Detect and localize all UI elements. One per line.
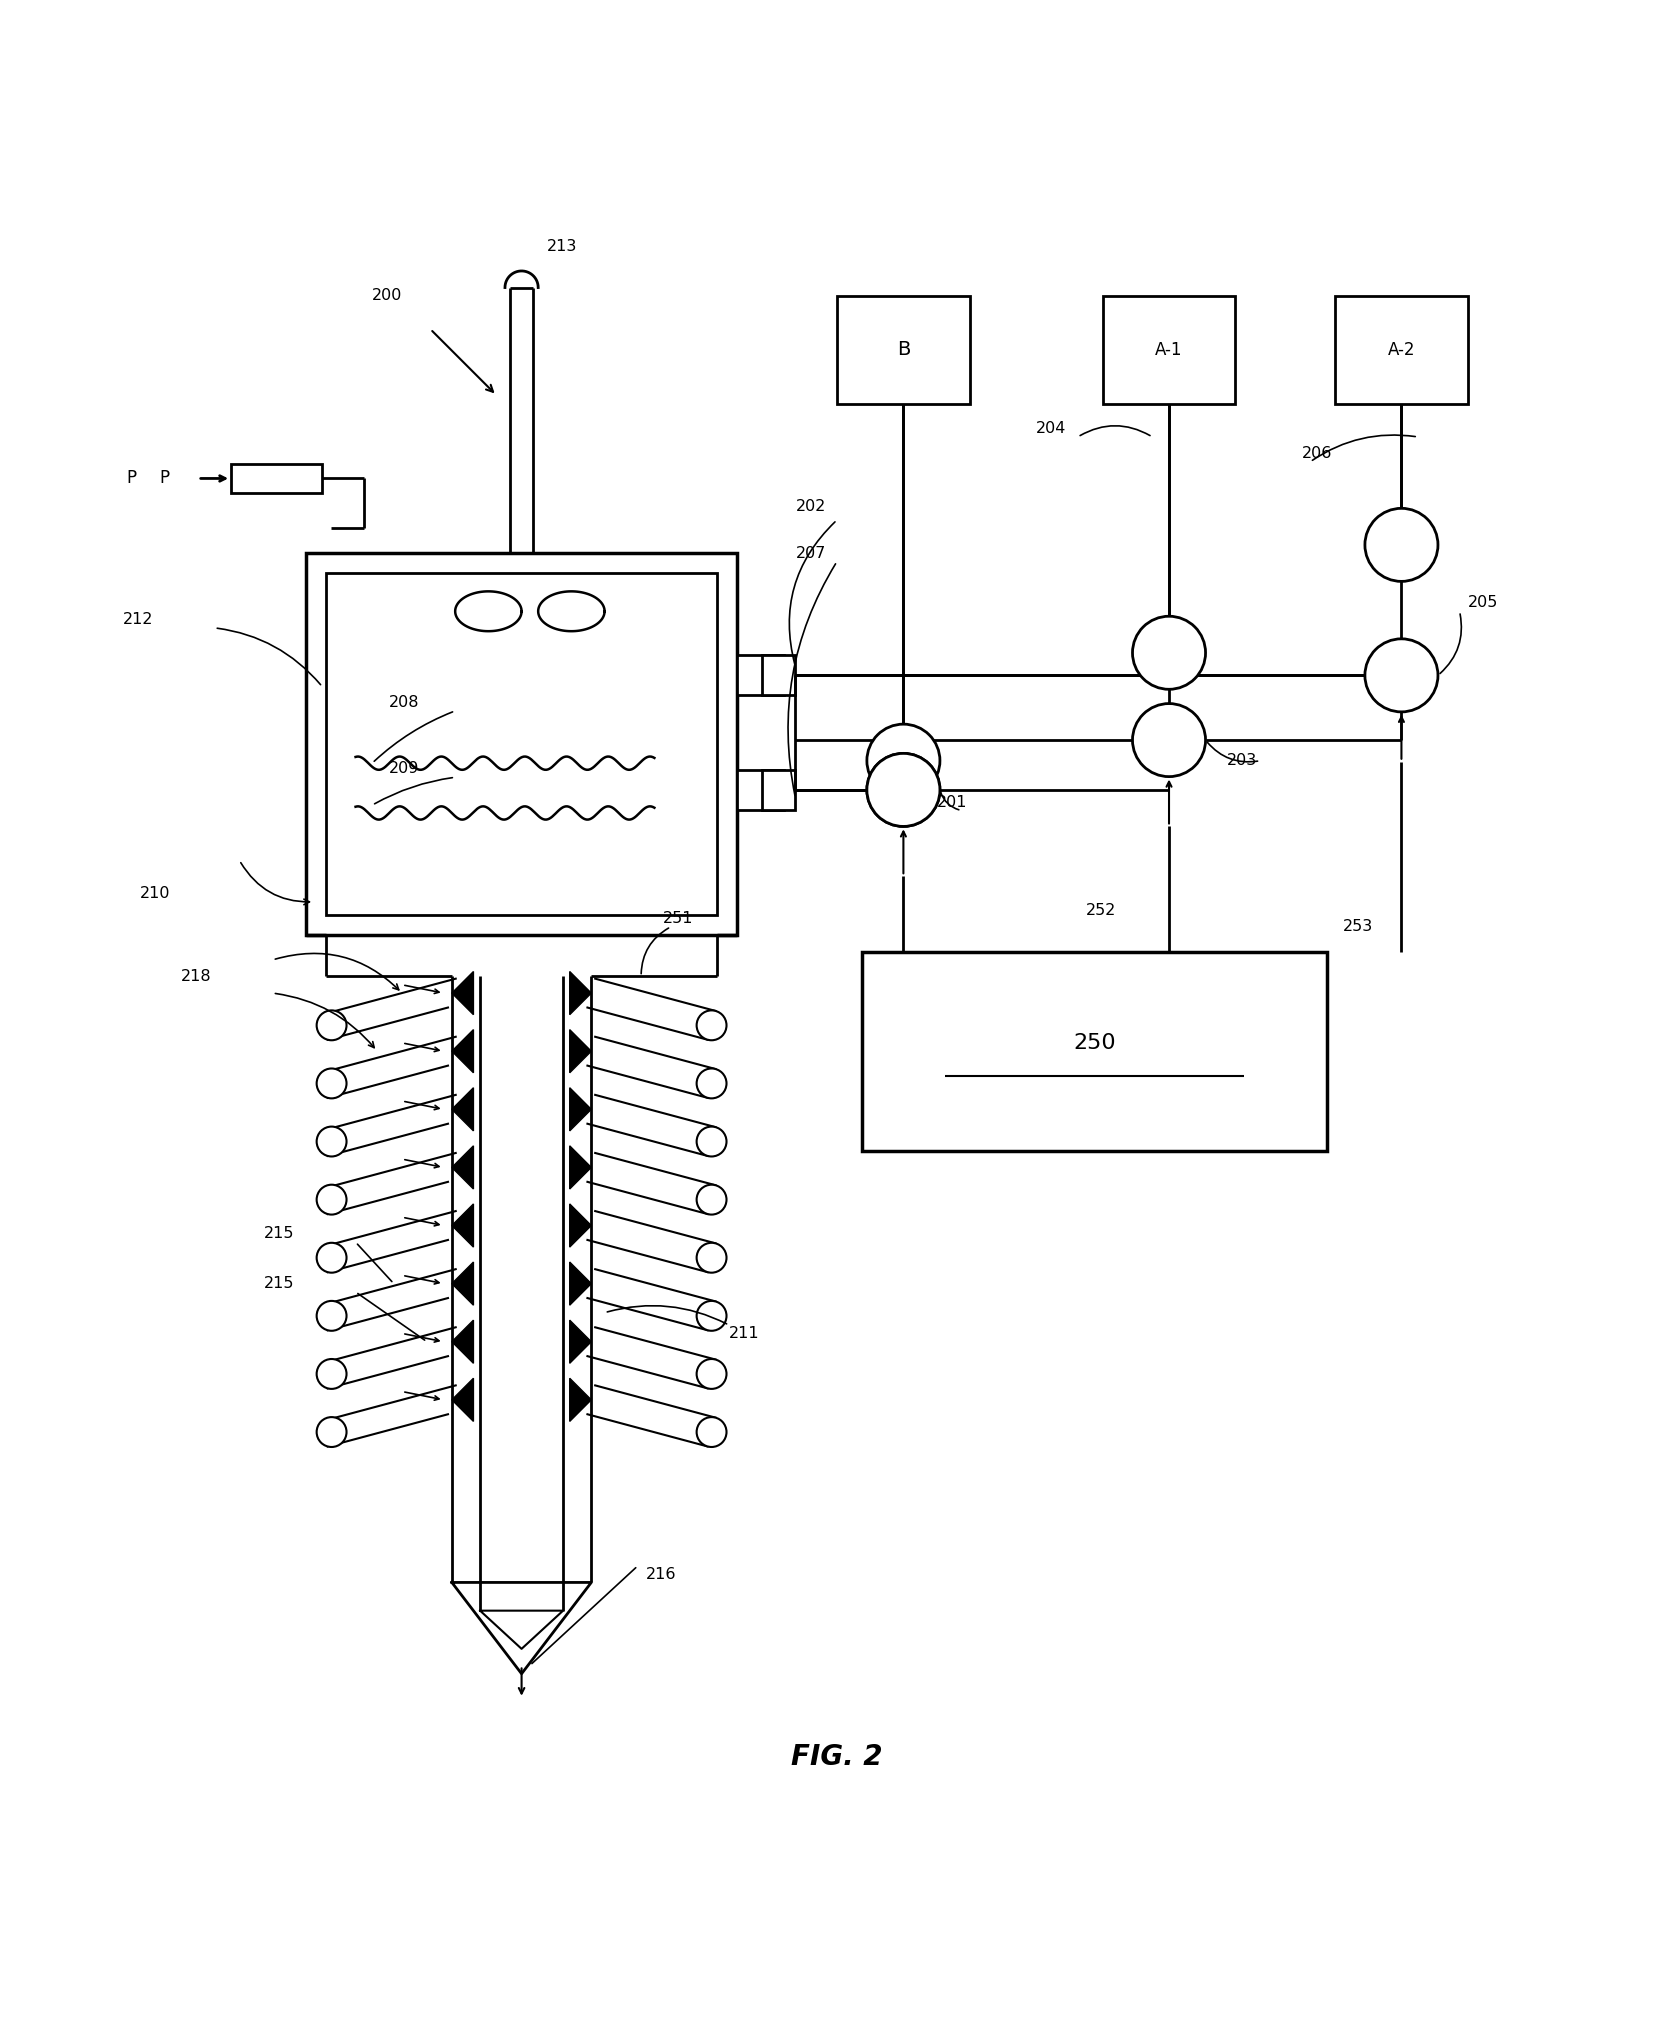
- Circle shape: [696, 1126, 726, 1156]
- Polygon shape: [569, 1146, 591, 1189]
- Text: 212: 212: [124, 613, 154, 627]
- Text: 218: 218: [181, 969, 212, 983]
- Text: 253: 253: [1342, 918, 1374, 935]
- Polygon shape: [452, 1030, 473, 1073]
- Polygon shape: [452, 1262, 473, 1305]
- Text: B: B: [897, 340, 910, 358]
- Circle shape: [696, 1242, 726, 1272]
- Circle shape: [1363, 639, 1437, 713]
- Text: 215: 215: [264, 1277, 294, 1291]
- Bar: [761, 770, 795, 810]
- Text: 204: 204: [1036, 421, 1066, 436]
- Text: A-1: A-1: [1154, 340, 1183, 358]
- Bar: [862, 951, 1327, 1150]
- Bar: [326, 572, 718, 914]
- Polygon shape: [569, 1030, 591, 1073]
- Circle shape: [316, 1301, 346, 1332]
- Bar: [231, 464, 323, 493]
- Circle shape: [316, 1358, 346, 1389]
- Circle shape: [867, 753, 939, 827]
- Text: P: P: [159, 470, 169, 487]
- Circle shape: [867, 725, 939, 798]
- Text: 209: 209: [388, 761, 418, 776]
- Circle shape: [696, 1301, 726, 1332]
- Text: 208: 208: [388, 694, 418, 711]
- Circle shape: [696, 1010, 726, 1040]
- Circle shape: [696, 1417, 726, 1448]
- Text: 203: 203: [1226, 753, 1256, 768]
- Polygon shape: [569, 1319, 591, 1364]
- Circle shape: [316, 1010, 346, 1040]
- Text: 250: 250: [1072, 1032, 1114, 1053]
- Text: 252: 252: [1086, 902, 1116, 918]
- Polygon shape: [569, 1087, 591, 1130]
- Text: 251: 251: [663, 910, 693, 926]
- Polygon shape: [569, 971, 591, 1014]
- Bar: [836, 295, 969, 403]
- Polygon shape: [452, 971, 473, 1014]
- Text: P: P: [127, 470, 137, 487]
- Bar: [736, 656, 783, 694]
- Text: FIG. 2: FIG. 2: [791, 1743, 882, 1771]
- Circle shape: [316, 1126, 346, 1156]
- Text: 211: 211: [729, 1325, 760, 1342]
- Circle shape: [696, 1358, 726, 1389]
- Text: 210: 210: [139, 886, 171, 902]
- Circle shape: [316, 1069, 346, 1097]
- Text: 205: 205: [1467, 595, 1497, 611]
- Bar: [1103, 295, 1235, 403]
- Text: 207: 207: [795, 546, 825, 560]
- Polygon shape: [452, 1087, 473, 1130]
- Text: 202: 202: [795, 499, 825, 515]
- Circle shape: [316, 1417, 346, 1448]
- Polygon shape: [452, 1319, 473, 1364]
- Circle shape: [696, 1069, 726, 1097]
- Text: 213: 213: [545, 238, 577, 254]
- Circle shape: [1363, 509, 1437, 582]
- Text: 206: 206: [1302, 446, 1332, 460]
- Polygon shape: [569, 1262, 591, 1305]
- Circle shape: [316, 1185, 346, 1215]
- Polygon shape: [569, 1203, 591, 1248]
- Bar: [736, 770, 783, 810]
- Circle shape: [316, 1242, 346, 1272]
- Bar: [1335, 295, 1467, 403]
- Polygon shape: [452, 1146, 473, 1189]
- Circle shape: [696, 1185, 726, 1215]
- Circle shape: [867, 753, 939, 827]
- Text: 200: 200: [371, 289, 402, 303]
- Text: A-2: A-2: [1387, 340, 1414, 358]
- Polygon shape: [452, 1378, 473, 1421]
- Bar: [306, 554, 736, 935]
- Text: 201: 201: [937, 794, 967, 810]
- Text: 216: 216: [646, 1566, 676, 1582]
- Polygon shape: [569, 1378, 591, 1421]
- Bar: [761, 656, 795, 694]
- Polygon shape: [452, 1203, 473, 1248]
- Circle shape: [1133, 617, 1205, 690]
- Circle shape: [1133, 704, 1205, 776]
- Text: 215: 215: [264, 1226, 294, 1242]
